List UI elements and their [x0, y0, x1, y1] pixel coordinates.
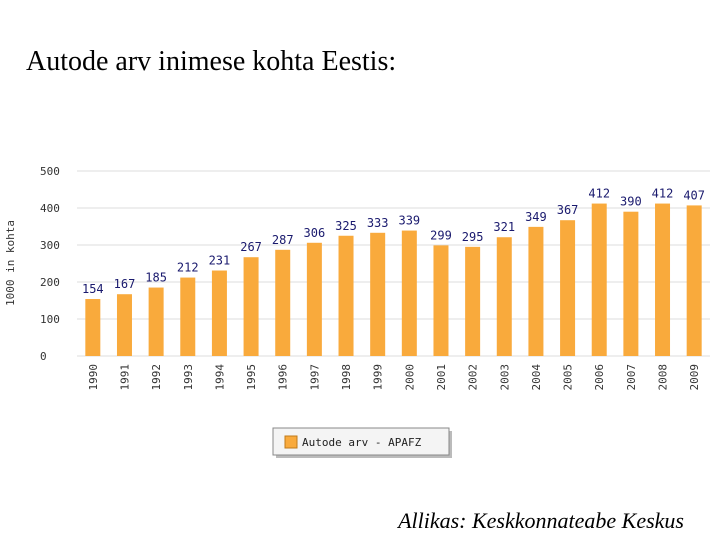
x-tick-label: 2001: [435, 364, 448, 391]
x-tick-label: 1991: [118, 364, 131, 391]
bar: [591, 203, 607, 356]
y-tick-label: 400: [40, 202, 60, 215]
bar: [116, 294, 132, 356]
bar-value-label: 287: [272, 233, 294, 247]
bar-value-label: 407: [683, 188, 705, 202]
x-tick-label: 2002: [467, 364, 480, 391]
slide-title: Autode arv inimese kohta Eestis:: [26, 46, 397, 77]
bar-value-label: 295: [462, 230, 484, 244]
bar-value-label: 167: [114, 277, 136, 291]
bar: [85, 299, 101, 356]
bar-value-label: 349: [525, 210, 547, 224]
x-tick-label: 1990: [87, 364, 100, 391]
x-tick-label: 1999: [372, 364, 385, 391]
bar-value-label: 325: [335, 219, 357, 233]
bar-value-label: 390: [620, 195, 642, 209]
bar: [211, 270, 227, 356]
y-tick-label: 100: [40, 313, 60, 326]
bar-value-label: 367: [557, 203, 579, 217]
bar-value-label: 306: [304, 226, 326, 240]
x-tick-label: 1995: [245, 364, 258, 391]
bar-value-label: 412: [588, 187, 610, 201]
bar: [623, 211, 639, 356]
value-labels: 154 167 185 212 231 267 287 306 325 333 339 299 295 3…: [82, 187, 705, 296]
bar: [401, 230, 417, 356]
bar-value-label: 339: [398, 214, 420, 228]
x-tick-label: 1994: [213, 364, 226, 391]
x-tick-label: 2005: [562, 364, 575, 391]
x-tick-label: 1996: [277, 364, 290, 391]
bar-chart: 0 100 200 300 400 500 1000 in kohta 154 167 185…: [4, 165, 710, 458]
y-tick-label: 0: [40, 350, 47, 363]
bar-value-label: 212: [177, 261, 199, 275]
bar: [275, 249, 291, 356]
x-tick-label: 2009: [688, 364, 701, 391]
bar: [306, 242, 322, 356]
bar-value-label: 321: [493, 220, 515, 234]
legend-swatch: [284, 435, 298, 449]
bars: [85, 203, 702, 356]
legend-label: Autode arv - APAFZ: [302, 436, 422, 449]
source-note: Allikas: Keskkonnateabe Keskus: [398, 508, 684, 533]
bar-value-label: 333: [367, 216, 389, 230]
y-axis-label: 1000 in kohta: [4, 220, 17, 306]
bar-value-label: 267: [240, 240, 262, 254]
bar: [496, 237, 512, 356]
y-tick-label: 300: [40, 239, 60, 252]
legend-frame: [272, 427, 450, 456]
x-tick-label: 2007: [625, 364, 638, 391]
bar: [148, 287, 164, 356]
bar: [338, 235, 354, 356]
legend: Autode arv - APAFZ: [272, 427, 452, 458]
bar: [560, 220, 576, 356]
bar: [655, 203, 671, 356]
bar: [433, 245, 449, 356]
x-tick-label: 2000: [403, 364, 416, 391]
bar: [180, 277, 196, 356]
bar: [686, 205, 702, 356]
x-tick-label: 2004: [530, 364, 543, 391]
x-tick-label: 1993: [182, 364, 195, 391]
bar: [243, 257, 259, 356]
x-axis-ticks: 1990 1991 1992 1993 1994 1995 1996 1997 1998 1999…: [87, 364, 701, 391]
bar-value-label: 185: [145, 271, 167, 285]
bar: [465, 246, 481, 356]
bar-value-label: 154: [82, 282, 104, 296]
x-tick-label: 1998: [340, 364, 353, 391]
y-axis-ticks: 0 100 200 300 400 500: [40, 165, 60, 363]
x-tick-label: 2006: [593, 364, 606, 391]
bar-value-label: 231: [209, 254, 231, 268]
bar-value-label: 412: [652, 187, 674, 201]
x-tick-label: 1992: [150, 364, 163, 391]
x-tick-label: 1997: [308, 364, 321, 391]
y-tick-label: 200: [40, 276, 60, 289]
x-tick-label: 2008: [657, 364, 670, 391]
bar: [370, 232, 386, 356]
x-tick-label: 2003: [498, 364, 511, 391]
bar: [528, 226, 544, 356]
plot-background: [77, 171, 710, 356]
y-tick-label: 500: [40, 165, 60, 178]
bar-value-label: 299: [430, 228, 452, 242]
